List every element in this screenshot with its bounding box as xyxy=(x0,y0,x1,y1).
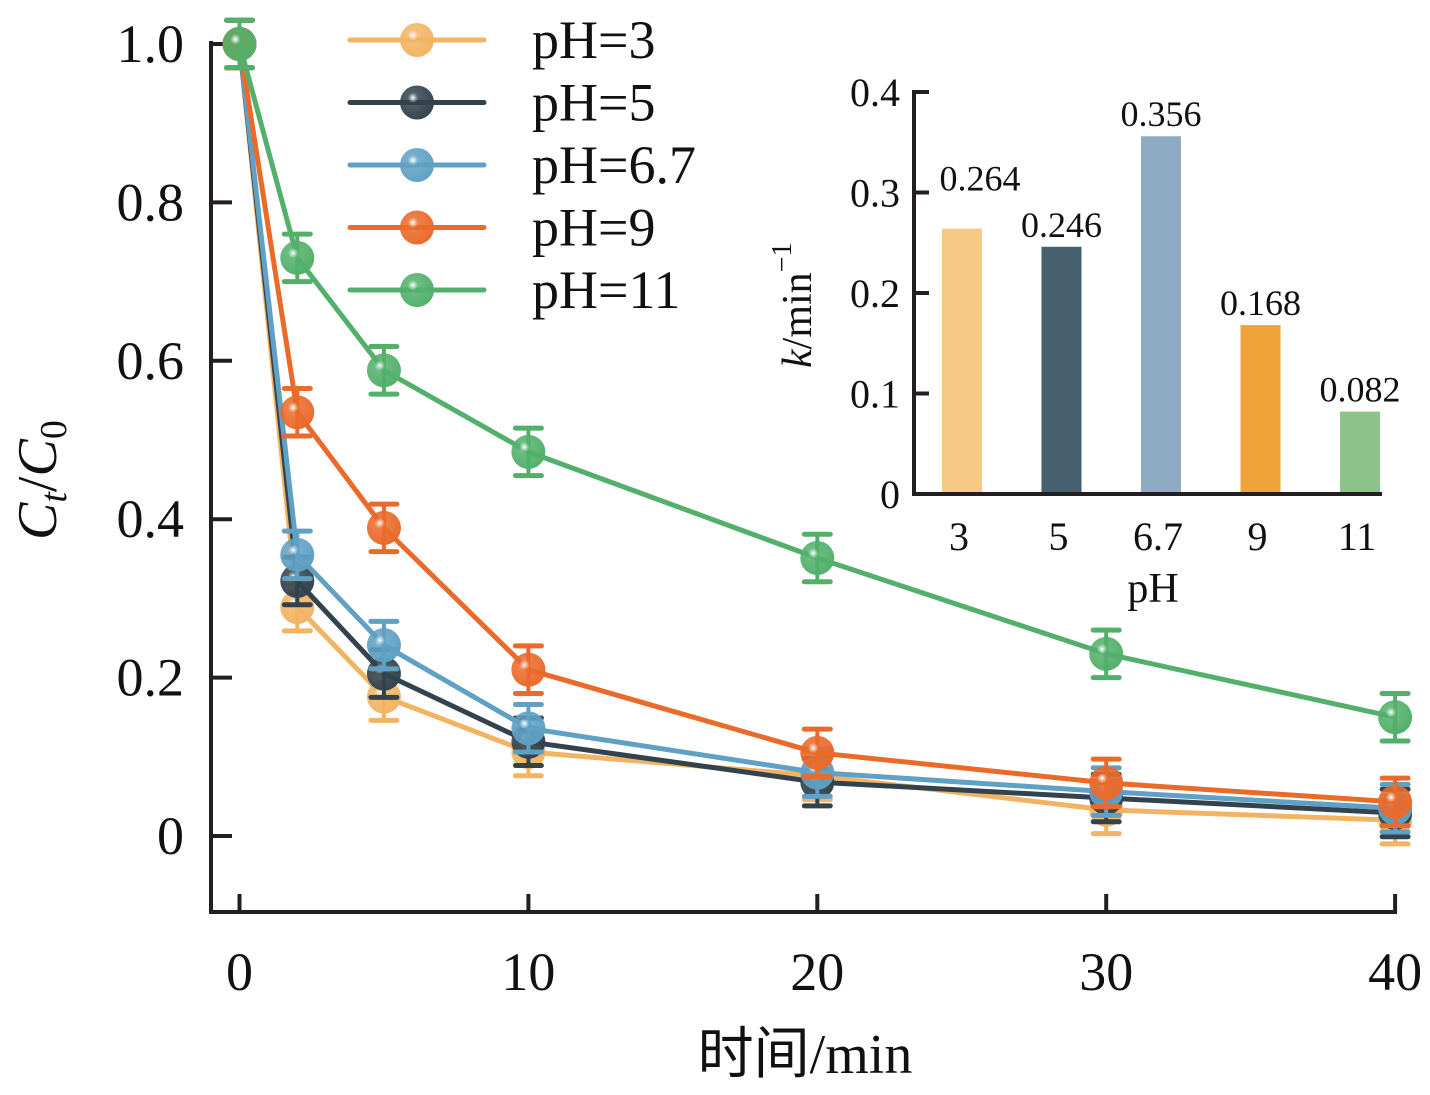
data-point xyxy=(511,711,546,746)
x-tick-label: 10 xyxy=(501,942,555,1002)
series-line xyxy=(237,43,1396,720)
y-tick-label: 0 xyxy=(157,806,184,866)
inset-x-tick-label: 3 xyxy=(949,514,969,559)
y-tick-label: 0.8 xyxy=(117,172,185,232)
legend-label: pH=3 xyxy=(532,10,655,70)
inset-bar-chart: 0 0.1 0.2 0.3 0.4 0.264 3 0.246 5 0.356 6.7 0.168 9… xyxy=(767,70,1401,612)
series-layer xyxy=(222,17,1413,847)
y-tick-label: 0.2 xyxy=(117,648,185,708)
y-tick-label: 1.0 xyxy=(117,14,185,74)
y-axis-title-sub-0: 0 xyxy=(33,420,75,439)
series-ph-6-7 xyxy=(222,17,1413,835)
legend: pH=3pH=5pH=6.7pH=9pH=11 xyxy=(347,10,696,320)
x-axis-title: 时间/min xyxy=(698,1024,913,1086)
inset-bar xyxy=(1041,246,1082,492)
data-point xyxy=(366,656,401,691)
x-tick-label: 20 xyxy=(790,942,844,1002)
inset-y-axis-title: k/min−1 xyxy=(767,243,821,368)
inset-bar-value-label: 0.356 xyxy=(1121,94,1202,134)
legend-item: pH=3 xyxy=(347,10,655,70)
legend-marker xyxy=(400,148,434,182)
data-point xyxy=(366,628,401,663)
inset-bar xyxy=(1141,136,1181,492)
legend-item: pH=11 xyxy=(347,260,680,320)
data-point xyxy=(280,240,315,275)
inset-x-tick-label: 11 xyxy=(1338,514,1377,559)
main-axes: 00.20.40.60.81.0 0 10 20 30 40 xyxy=(117,14,1423,1002)
legend-label: pH=6.7 xyxy=(532,135,696,195)
data-point xyxy=(1089,765,1124,800)
data-point xyxy=(1378,784,1413,819)
inset-bar-value-label: 0.082 xyxy=(1320,370,1401,410)
legend-marker xyxy=(400,273,434,307)
data-point xyxy=(1378,700,1413,735)
legend-label: pH=5 xyxy=(532,73,655,133)
x-tick-label: 0 xyxy=(226,942,253,1002)
legend-item: pH=5 xyxy=(347,73,655,133)
inset-y-tick-label: 0.2 xyxy=(850,271,900,316)
y-tick-label: 0.6 xyxy=(117,331,185,391)
y-axis-title-slash: / xyxy=(7,476,69,492)
inset-y-axis-title-unit: /min xyxy=(775,272,821,349)
series-ph-9 xyxy=(222,17,1413,829)
inset-y-tick-label: 0.4 xyxy=(850,70,900,115)
legend-label: pH=11 xyxy=(532,260,680,320)
legend-marker xyxy=(400,210,434,245)
inset-x-tick-label: 9 xyxy=(1248,514,1268,559)
legend-label: pH=9 xyxy=(532,198,655,258)
inset-x-tick-label: 6.7 xyxy=(1133,514,1183,559)
x-tick-label: 40 xyxy=(1368,942,1422,1002)
inset-bar-value-label: 0.246 xyxy=(1021,205,1102,245)
inset-y-tick-label: 0.3 xyxy=(850,171,900,216)
inset-y-axis-title-k: k xyxy=(775,348,821,368)
y-axis-title: Ct/C0 xyxy=(7,420,75,540)
series-ph-5 xyxy=(222,17,1413,840)
data-point xyxy=(366,353,401,388)
y-axis-title-c: C xyxy=(7,502,69,540)
inset-bar xyxy=(1240,325,1281,492)
inset-bar-value-label: 0.168 xyxy=(1220,283,1301,323)
inset-y-tick-label: 0 xyxy=(880,472,900,517)
inset-y-tick-label: 0.1 xyxy=(850,372,900,417)
series-ph-3 xyxy=(222,17,1413,847)
x-tick-label: 30 xyxy=(1079,942,1133,1002)
inset-x-tick-label: 5 xyxy=(1049,514,1069,559)
series-ph-11 xyxy=(222,17,1413,744)
y-tick-label: 0.4 xyxy=(117,489,185,549)
data-point xyxy=(222,27,257,61)
inset-y-axis-title-sup: −1 xyxy=(767,243,798,273)
data-point xyxy=(511,652,546,687)
inset-bar-value-label: 0.264 xyxy=(940,159,1021,199)
data-point xyxy=(1089,636,1124,671)
inset-bar xyxy=(1340,411,1380,492)
inset-x-axis-title: pH xyxy=(1127,566,1178,612)
data-point xyxy=(511,434,546,469)
y-axis-title-sub-t: t xyxy=(33,491,75,503)
data-point xyxy=(800,735,835,770)
data-point xyxy=(800,541,835,576)
y-axis-title-c0: C xyxy=(7,439,69,477)
legend-item: pH=6.7 xyxy=(347,135,696,195)
data-point xyxy=(366,510,401,545)
inset-bar xyxy=(942,228,982,492)
legend-marker xyxy=(400,85,434,120)
data-point xyxy=(280,395,315,430)
legend-item: pH=9 xyxy=(347,198,655,258)
data-point xyxy=(280,537,315,572)
legend-marker xyxy=(400,23,434,57)
